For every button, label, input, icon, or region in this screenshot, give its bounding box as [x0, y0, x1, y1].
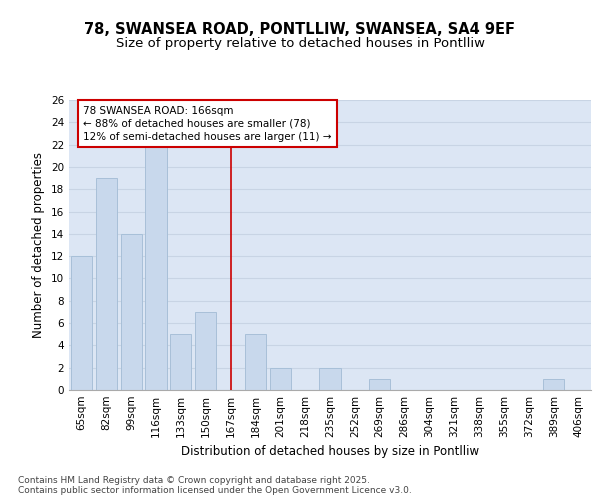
Bar [170, 334, 191, 390]
Bar [543, 379, 564, 390]
Bar [369, 379, 390, 390]
Bar [96, 178, 117, 390]
Bar [270, 368, 291, 390]
Bar [145, 144, 167, 390]
Bar [195, 312, 216, 390]
Text: Contains HM Land Registry data © Crown copyright and database right 2025.
Contai: Contains HM Land Registry data © Crown c… [18, 476, 412, 495]
Text: 78 SWANSEA ROAD: 166sqm
← 88% of detached houses are smaller (78)
12% of semi-de: 78 SWANSEA ROAD: 166sqm ← 88% of detache… [83, 106, 332, 142]
Bar [121, 234, 142, 390]
Y-axis label: Number of detached properties: Number of detached properties [32, 152, 46, 338]
X-axis label: Distribution of detached houses by size in Pontlliw: Distribution of detached houses by size … [181, 446, 479, 458]
Bar [71, 256, 92, 390]
Text: 78, SWANSEA ROAD, PONTLLIW, SWANSEA, SA4 9EF: 78, SWANSEA ROAD, PONTLLIW, SWANSEA, SA4… [85, 22, 515, 38]
Text: Size of property relative to detached houses in Pontlliw: Size of property relative to detached ho… [115, 38, 485, 51]
Bar [245, 334, 266, 390]
Bar [319, 368, 341, 390]
